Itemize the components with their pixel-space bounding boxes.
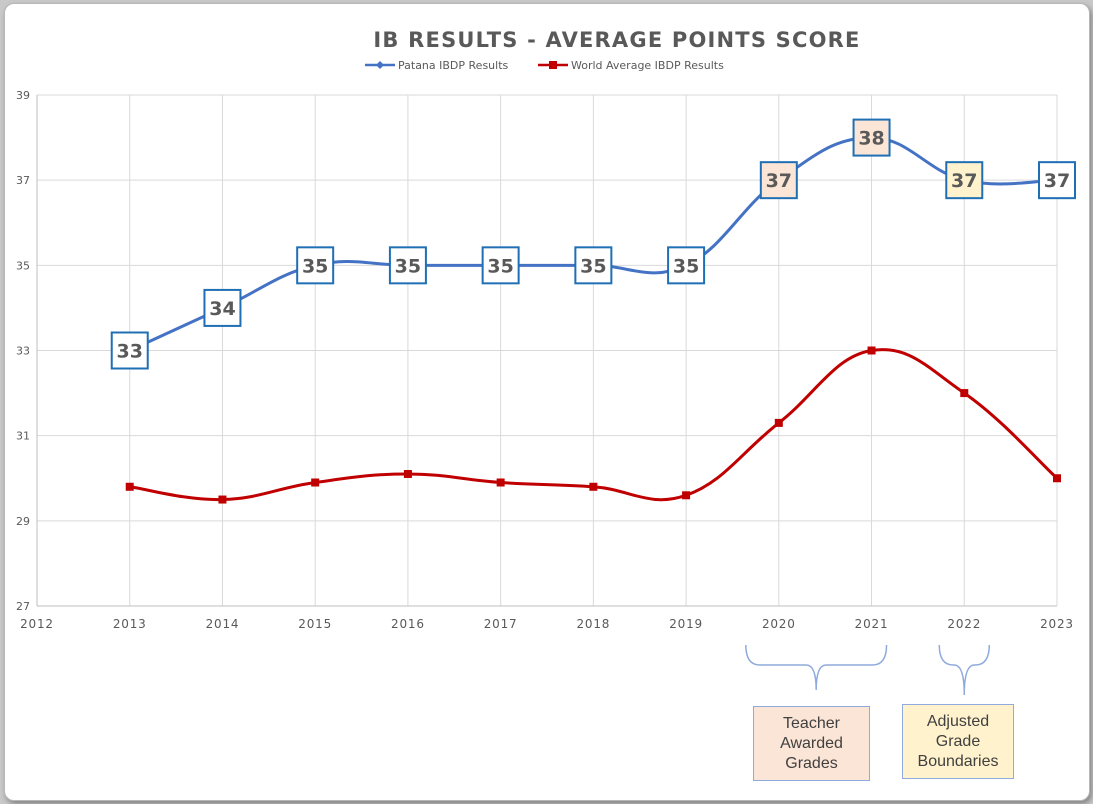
data-label-box: [759, 161, 798, 200]
x-tick-label: 2021: [855, 617, 889, 631]
teacher-awarded-grades-note: Teacher Awarded Grades: [753, 706, 870, 781]
data-label-text: 37: [951, 170, 977, 192]
data-label: 34: [203, 288, 242, 327]
x-tick-label: 2022: [947, 617, 981, 631]
note-line: Grades: [785, 754, 838, 772]
data-label-text: 37: [766, 170, 792, 192]
x-tick-label: 2012: [20, 617, 54, 631]
x-tick-label: 2023: [1040, 617, 1074, 631]
x-tick-label: 2015: [298, 617, 332, 631]
data-point: [867, 346, 876, 355]
data-label: 37: [759, 161, 798, 200]
y-tick-label: 29: [16, 515, 30, 528]
x-tick-label: 2019: [669, 617, 703, 631]
data-label-text: 34: [209, 298, 235, 320]
data-label-text: 35: [302, 255, 328, 277]
data-label: 35: [667, 246, 706, 285]
data-labels: 33 34 35 35 35 35 35 37 38 37 37: [110, 118, 1076, 370]
data-label: 35: [574, 246, 613, 285]
y-tick-label: 33: [16, 345, 30, 358]
data-point: [125, 482, 134, 491]
note-line: Awarded: [780, 734, 843, 752]
data-point: [403, 469, 412, 478]
legend-item: World Average IBDP Results: [538, 59, 724, 72]
data-label-box: [110, 331, 149, 370]
data-label: 37: [945, 161, 984, 200]
data-label: 33: [110, 331, 149, 370]
data-label-text: 38: [858, 128, 884, 150]
chart-title: IB RESULTS - AVERAGE POINTS SCORE: [373, 28, 860, 52]
data-label-text: 35: [395, 255, 421, 277]
data-label-box: [481, 246, 520, 285]
data-label-text: 33: [117, 341, 143, 363]
data-label-box: [945, 161, 984, 200]
y-tick-label: 35: [16, 259, 30, 272]
data-label: 37: [1038, 161, 1076, 200]
y-tick-label: 37: [16, 174, 30, 187]
series-line: [129, 348, 1059, 502]
data-label-text: 35: [673, 255, 699, 277]
note-line: Adjusted: [926, 712, 990, 730]
adjusted-grade-boundaries-note: Adjusted Grade Boundaries: [902, 704, 1014, 779]
data-label-text: 35: [487, 255, 513, 277]
teacher-grades-brace: [745, 644, 888, 691]
data-point: [218, 495, 227, 504]
data-point: [682, 491, 691, 500]
data-label: 35: [388, 246, 427, 285]
data-label-text: 35: [580, 255, 606, 277]
legend: Patana IBDP Results World Average IBDP Re…: [365, 59, 724, 72]
data-label-box: [574, 246, 613, 285]
data-label-box: [667, 246, 706, 285]
line-chart: 27 29 31 33 35 37 39 2012 2013 2014 2015 2016 2017 20…: [16, 28, 1076, 696]
data-point: [496, 478, 505, 487]
note-line: Grade: [935, 732, 981, 750]
y-tick-label: 31: [16, 430, 30, 443]
data-point: [1053, 474, 1061, 483]
axes: 27 29 31 33 35 37 39 2012 2013 2014 2015 2016 2017 20…: [16, 89, 1074, 631]
data-point: [960, 389, 969, 398]
adjusted-boundaries-brace: [938, 644, 991, 696]
data-label-text: 37: [1044, 170, 1070, 192]
data-label-box: [203, 288, 242, 327]
data-point: [311, 478, 320, 487]
y-tick-label: 27: [16, 600, 30, 613]
data-label: 35: [296, 246, 335, 285]
data-label-box: [1038, 161, 1076, 200]
legend-label: Patana IBDP Results: [398, 59, 509, 72]
data-label-box: [296, 246, 335, 285]
legend-marker: [549, 61, 557, 69]
x-tick-label: 2016: [391, 617, 425, 631]
x-tick-label: 2020: [762, 617, 796, 631]
legend-item: Patana IBDP Results: [365, 59, 509, 72]
series-world-average: [125, 346, 1061, 504]
note-line: Boundaries: [917, 752, 999, 770]
note-line: Teacher: [783, 714, 840, 732]
data-point: [589, 482, 598, 491]
x-tick-label: 2013: [113, 617, 147, 631]
y-tick-label: 39: [16, 89, 30, 102]
legend-label: World Average IBDP Results: [571, 59, 724, 72]
data-point: [774, 418, 783, 427]
data-label: 35: [481, 246, 520, 285]
x-tick-label: 2017: [484, 617, 518, 631]
data-label: 38: [852, 118, 891, 157]
data-label-box: [852, 118, 891, 157]
chart-card: 27 29 31 33 35 37 39 2012 2013 2014 2015 2016 2017 20…: [4, 3, 1090, 801]
legend-marker: [376, 61, 384, 69]
gridlines: [36, 94, 1058, 607]
x-tick-label: 2014: [206, 617, 240, 631]
braces: [745, 644, 991, 696]
x-tick-label: 2018: [576, 617, 610, 631]
data-label-box: [388, 246, 427, 285]
